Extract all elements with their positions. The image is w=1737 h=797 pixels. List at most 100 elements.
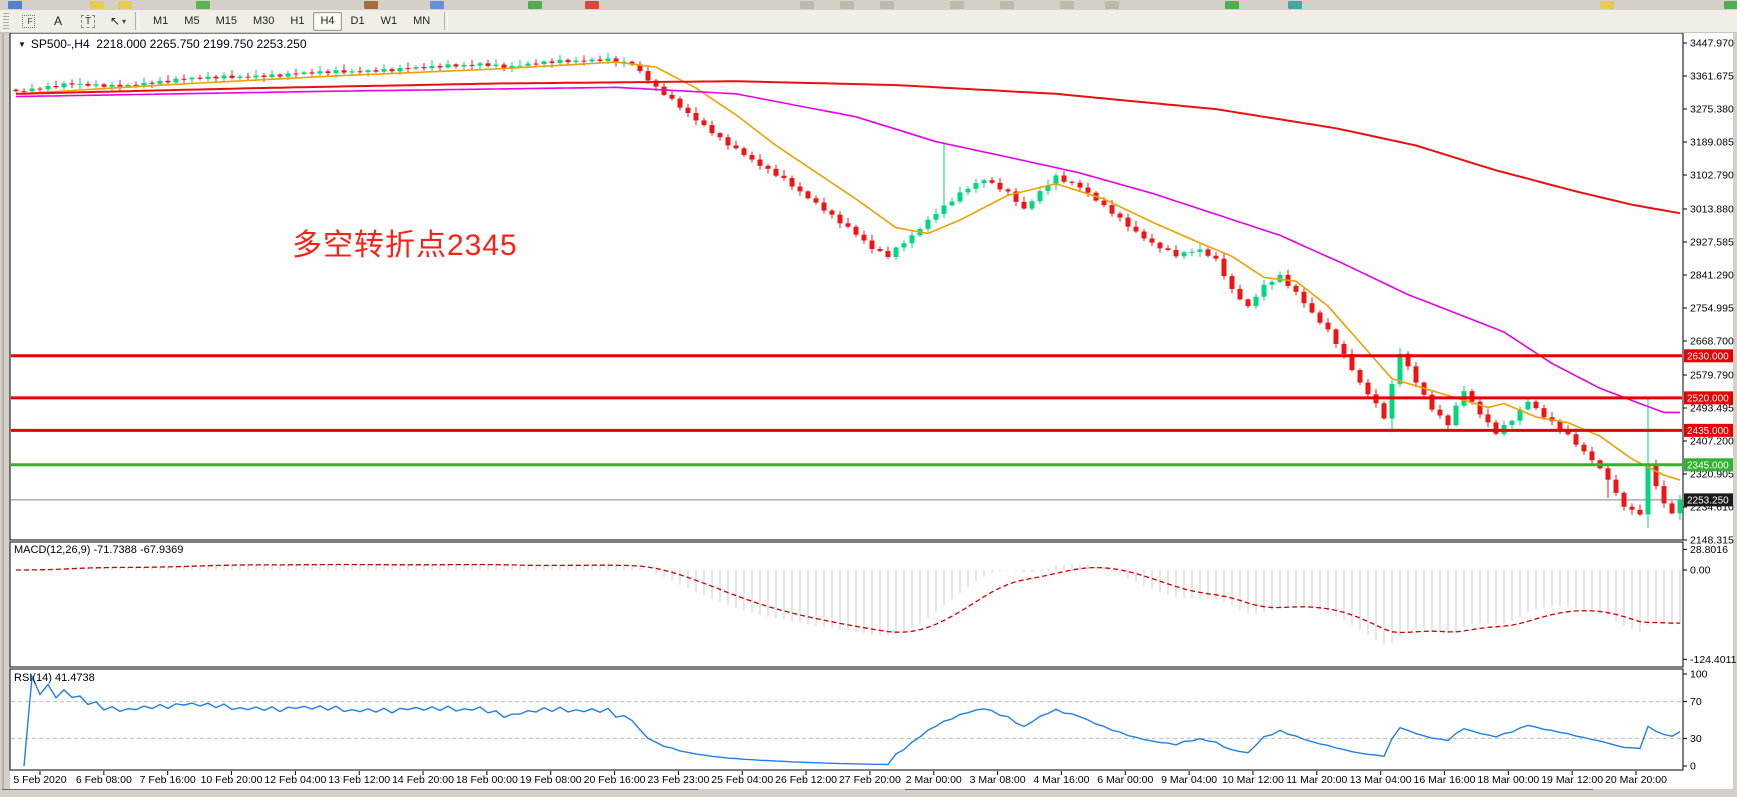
toolbar-separator bbox=[135, 12, 139, 30]
svg-text:2493.495: 2493.495 bbox=[1690, 403, 1734, 415]
text-box-icon[interactable]: T bbox=[77, 11, 99, 31]
svg-text:3013.880: 3013.880 bbox=[1690, 204, 1734, 216]
clipped-toolbar-icon[interactable] bbox=[364, 1, 378, 9]
timeframe-button-m30[interactable]: M30 bbox=[252, 15, 275, 27]
timeframe-button-w1[interactable]: W1 bbox=[380, 15, 398, 27]
svg-text:23 Feb 23:00: 23 Feb 23:00 bbox=[647, 774, 709, 786]
svg-text:3 Mar 08:00: 3 Mar 08:00 bbox=[970, 774, 1026, 786]
clipped-toolbar-icon[interactable] bbox=[1060, 1, 1074, 9]
clipped-toolbar-icon[interactable] bbox=[430, 1, 444, 9]
toolbar-drag-handle[interactable] bbox=[3, 13, 9, 29]
svg-text:2520.000: 2520.000 bbox=[1687, 393, 1729, 404]
clipped-toolbar-icon[interactable] bbox=[1600, 1, 1614, 9]
clipped-toolbar-icon[interactable] bbox=[800, 1, 814, 9]
clipped-toolbar-icon[interactable] bbox=[1105, 1, 1119, 9]
grid-f-icon[interactable]: F bbox=[17, 11, 39, 31]
svg-text:9 Mar 04:00: 9 Mar 04:00 bbox=[1161, 774, 1217, 786]
svg-text:2630.000: 2630.000 bbox=[1687, 351, 1729, 362]
rsi-indicator-label: RSI(14) 41.4738 bbox=[14, 672, 95, 684]
svg-text:3447.970: 3447.970 bbox=[1690, 38, 1734, 50]
svg-text:6 Mar 00:00: 6 Mar 00:00 bbox=[1097, 774, 1153, 786]
svg-text:0.00: 0.00 bbox=[1690, 565, 1711, 577]
svg-text:2754.995: 2754.995 bbox=[1690, 303, 1734, 315]
svg-text:28.8016: 28.8016 bbox=[1690, 544, 1728, 556]
timeframe-button-mn[interactable]: MN bbox=[413, 15, 431, 27]
svg-text:10 Feb 20:00: 10 Feb 20:00 bbox=[201, 774, 263, 786]
cursor-glyph: ↖ bbox=[109, 14, 121, 28]
text-box-glyph: T bbox=[81, 14, 95, 28]
svg-text:19 Feb 08:00: 19 Feb 08:00 bbox=[520, 774, 582, 786]
svg-text:14 Feb 20:00: 14 Feb 20:00 bbox=[392, 774, 454, 786]
svg-text:13 Feb 12:00: 13 Feb 12:00 bbox=[328, 774, 390, 786]
svg-text:19 Mar 12:00: 19 Mar 12:00 bbox=[1541, 774, 1603, 786]
svg-text:10 Mar 12:00: 10 Mar 12:00 bbox=[1222, 774, 1284, 786]
svg-text:2927.585: 2927.585 bbox=[1690, 237, 1734, 249]
clipped-toolbar-icon[interactable] bbox=[880, 1, 894, 9]
svg-text:26 Feb 12:00: 26 Feb 12:00 bbox=[775, 774, 837, 786]
svg-text:0: 0 bbox=[1690, 761, 1696, 773]
macd-indicator-label: MACD(12,26,9) -71.7388 -67.9369 bbox=[14, 544, 184, 556]
svg-text:2841.290: 2841.290 bbox=[1690, 270, 1734, 282]
svg-text:2668.700: 2668.700 bbox=[1690, 336, 1734, 348]
toolbar: F A T ↖ ▾ M1 M5 M15 M30 H1 H4 D1 W1 MN bbox=[0, 10, 1737, 33]
clipped-toolbar-icon[interactable] bbox=[950, 1, 964, 9]
clipped-toolbar-icon[interactable] bbox=[118, 1, 132, 9]
timeframe-button-d1[interactable]: D1 bbox=[350, 15, 365, 27]
chart-tab-strip bbox=[0, 789, 1737, 797]
timeframe-button-group: M1 M5 M15 M30 H1 H4 D1 W1 MN bbox=[145, 11, 438, 31]
svg-text:3275.380: 3275.380 bbox=[1690, 104, 1734, 116]
symbol-timeframe: SP500-,H4 bbox=[30, 37, 90, 51]
svg-text:6 Feb 08:00: 6 Feb 08:00 bbox=[76, 774, 132, 786]
svg-text:2345.000: 2345.000 bbox=[1687, 460, 1729, 471]
svg-text:-124.4011: -124.4011 bbox=[1690, 654, 1737, 666]
cursor-tools-icon[interactable]: ↖ ▾ bbox=[107, 11, 129, 31]
svg-text:4 Mar 16:00: 4 Mar 16:00 bbox=[1033, 774, 1089, 786]
clipped-toolbar-icon[interactable] bbox=[585, 1, 599, 9]
timeframe-button-m5[interactable]: M5 bbox=[184, 15, 200, 27]
text-label-icon[interactable]: A bbox=[53, 14, 62, 28]
svg-text:7 Feb 16:00: 7 Feb 16:00 bbox=[140, 774, 196, 786]
clipped-toolbar-icon[interactable] bbox=[90, 1, 104, 9]
svg-text:2253.250: 2253.250 bbox=[1687, 495, 1729, 506]
clipped-toolbar-icon[interactable] bbox=[8, 1, 22, 9]
clipped-toolbar-icon[interactable] bbox=[1288, 1, 1302, 9]
clipped-toolbar-icon[interactable] bbox=[840, 1, 854, 9]
clipped-toolbar-icon[interactable] bbox=[1000, 1, 1014, 9]
clipped-toolbar-icon[interactable] bbox=[196, 1, 210, 9]
dropdown-arrow-icon[interactable]: ▾ bbox=[122, 16, 127, 26]
svg-text:30: 30 bbox=[1690, 733, 1702, 745]
svg-text:3361.675: 3361.675 bbox=[1690, 71, 1734, 83]
grid-f-glyph: F bbox=[21, 14, 35, 28]
svg-text:20 Feb 16:00: 20 Feb 16:00 bbox=[584, 774, 646, 786]
svg-text:18 Feb 00:00: 18 Feb 00:00 bbox=[456, 774, 518, 786]
svg-text:13 Mar 04:00: 13 Mar 04:00 bbox=[1350, 774, 1412, 786]
svg-text:20 Mar 20:00: 20 Mar 20:00 bbox=[1605, 774, 1667, 786]
clipped-toolbar-icon[interactable] bbox=[1225, 1, 1239, 9]
svg-text:3189.085: 3189.085 bbox=[1690, 137, 1734, 149]
svg-text:27 Feb 20:00: 27 Feb 20:00 bbox=[839, 774, 901, 786]
svg-text:2435.000: 2435.000 bbox=[1687, 426, 1729, 437]
chart-annotation-text[interactable]: 多空转折点2345 bbox=[292, 229, 518, 262]
svg-text:11 Mar 20:00: 11 Mar 20:00 bbox=[1286, 774, 1347, 786]
svg-text:12 Feb 04:00: 12 Feb 04:00 bbox=[264, 774, 326, 786]
svg-text:3102.790: 3102.790 bbox=[1690, 170, 1734, 182]
svg-text:2320.905: 2320.905 bbox=[1690, 469, 1734, 481]
chart-tab[interactable] bbox=[2, 789, 698, 797]
timeframe-button-m1[interactable]: M1 bbox=[153, 15, 169, 27]
timeframe-button-m15[interactable]: M15 bbox=[215, 15, 237, 27]
ohlc-values: 2218.000 2265.750 2199.750 2253.250 bbox=[96, 37, 307, 51]
svg-text:2407.200: 2407.200 bbox=[1690, 436, 1734, 448]
timeframe-button-h1[interactable]: H1 bbox=[290, 15, 305, 27]
svg-text:16 Mar 16:00: 16 Mar 16:00 bbox=[1414, 774, 1476, 786]
clipped-toolbar-icon[interactable] bbox=[1724, 1, 1737, 9]
timeframe-button-h4[interactable]: H4 bbox=[313, 12, 342, 31]
svg-text:2579.790: 2579.790 bbox=[1690, 370, 1734, 382]
toolbar-separator bbox=[444, 12, 449, 30]
svg-text:25 Feb 04:00: 25 Feb 04:00 bbox=[711, 774, 773, 786]
svg-text:5 Feb 2020: 5 Feb 2020 bbox=[13, 774, 66, 786]
clipped-toolbar-icon[interactable] bbox=[528, 1, 542, 9]
chart-title: ▼ SP500-,H4 2218.000 2265.750 2199.750 22… bbox=[18, 37, 307, 51]
symbol-dropdown-icon[interactable]: ▼ bbox=[18, 40, 26, 49]
chart-tab[interactable] bbox=[905, 789, 1593, 797]
